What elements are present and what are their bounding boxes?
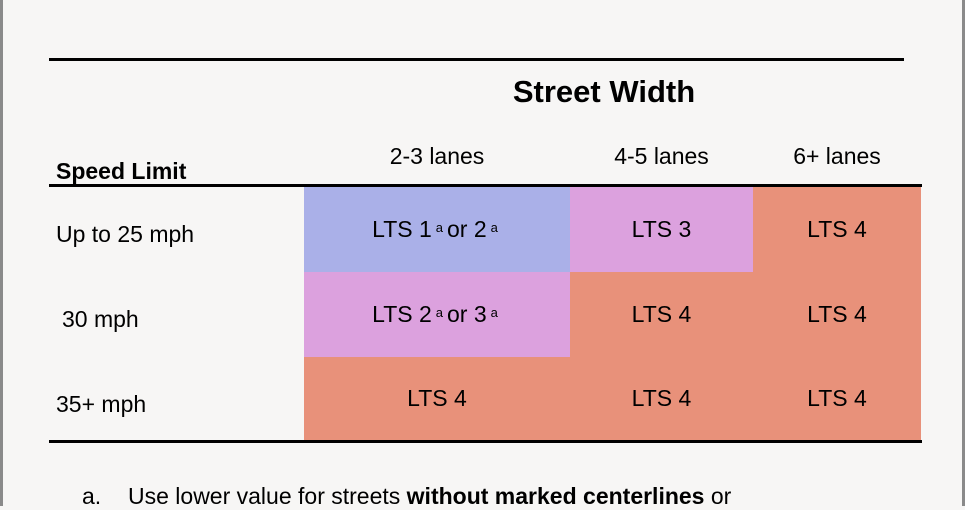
footnote-marker: a	[435, 305, 443, 320]
cell-35mph-4-5-lanes: LTS 4	[570, 357, 753, 440]
cell-mid-text: or 3	[447, 301, 487, 327]
street-width-title: Street Width	[512, 74, 696, 109]
cell-35mph-2-3-lanes: LTS 4	[304, 357, 570, 440]
footnote-marker: a	[435, 220, 443, 235]
cell-main-text: LTS 4	[807, 301, 867, 327]
column-header-4-5-lanes: 4-5 lanes	[614, 143, 709, 169]
cell-35mph-6-lanes: LTS 4	[753, 357, 921, 440]
row-label-25-mph: Up to 25 mph	[56, 221, 195, 247]
column-header-6-lanes: 6+ lanes	[793, 143, 881, 169]
cell-25mph-4-5-lanes: LTS 3	[570, 187, 753, 272]
footnote-a: a. Use lower value for streets without ma…	[82, 483, 731, 510]
row-label-30-mph: 30 mph	[62, 306, 139, 332]
cell-main-text: LTS 4	[807, 385, 867, 411]
footnote-marker: a	[490, 220, 498, 235]
footnote-marker: a.	[82, 483, 102, 509]
footnote-text-end: or	[704, 483, 732, 509]
cell-main-text: LTS 4	[807, 216, 867, 242]
top-rule	[49, 58, 904, 61]
bottom-rule	[49, 440, 922, 443]
cell-25mph-6-lanes: LTS 4	[753, 187, 921, 272]
column-header-2-3-lanes: 2-3 lanes	[389, 143, 485, 169]
cell-30mph-6-lanes: LTS 4	[753, 272, 921, 357]
page-border-left	[0, 0, 3, 506]
cell-main-text: LTS 1	[372, 216, 432, 242]
footnote-text: Use lower value for streets	[128, 483, 407, 509]
cell-main-text: LTS 4	[631, 385, 692, 411]
footnote-marker: a	[490, 305, 498, 320]
cell-30mph-4-5-lanes: LTS 4	[570, 272, 753, 357]
cell-main-text: LTS 4	[407, 385, 467, 411]
cell-main-text: LTS 2	[372, 301, 432, 327]
cell-main-text: LTS 4	[631, 301, 692, 327]
header-rule	[49, 184, 922, 187]
footnote-bold-text: without marked centerlines	[406, 483, 705, 509]
cell-mid-text: or 2	[447, 216, 487, 242]
page-border-right	[962, 0, 965, 506]
speed-limit-header: Speed Limit	[56, 158, 187, 184]
row-label-35-mph: 35+ mph	[56, 391, 147, 417]
cell-main-text: LTS 3	[631, 216, 692, 242]
